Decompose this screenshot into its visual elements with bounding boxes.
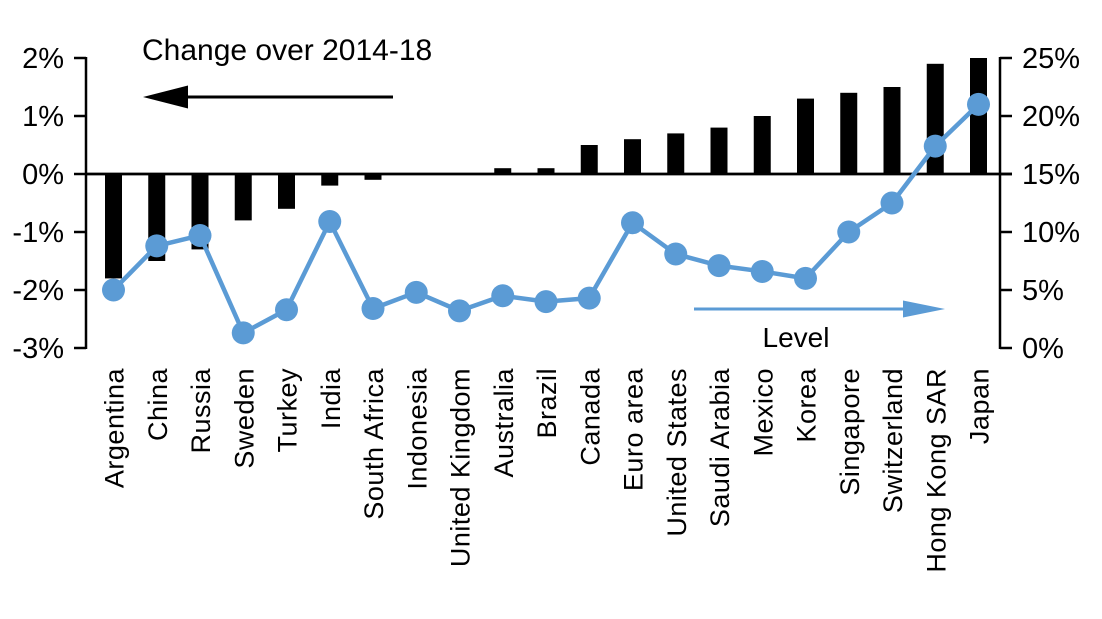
category-label-canada: Canada (575, 368, 605, 466)
dot-switzerland (880, 191, 904, 215)
level-arrow-head (903, 300, 945, 318)
category-label-brazil: Brazil (532, 368, 562, 439)
category-label-australia: Australia (489, 368, 519, 478)
bar-turkey (278, 174, 295, 209)
bar-brazil (537, 168, 555, 174)
right-axis-label-15: 15% (1022, 159, 1080, 191)
dot-south-africa (361, 297, 385, 321)
category-label-japan: Japan (965, 368, 995, 444)
dot-korea (794, 266, 817, 290)
right-axis-label-20: 20% (1022, 101, 1080, 133)
dot-china (145, 234, 169, 258)
category-label-indonesia: Indonesia (402, 368, 432, 490)
dot-mexico (750, 259, 774, 283)
category-label-mexico: Mexico (748, 368, 778, 457)
dot-canada (577, 286, 601, 310)
dot-saudi-arabia (707, 254, 731, 278)
dot-russia (188, 223, 212, 247)
right-axis-label-10: 10% (1022, 217, 1080, 249)
bar-singapore (840, 92, 858, 174)
bar-canada (580, 145, 598, 174)
category-label-russia: Russia (186, 368, 216, 454)
bar-switzerland (883, 87, 901, 174)
category-label-china: China (143, 368, 173, 442)
category-label-argentina: Argentina (100, 368, 130, 489)
dot-argentina (102, 278, 125, 302)
category-label-south-africa: South Africa (359, 368, 389, 520)
bar-euro-area (624, 139, 641, 174)
left-axis-label-2: -2% (12, 275, 64, 307)
category-label-united-kingdom: United Kingdom (446, 368, 476, 567)
dot-australia (491, 284, 515, 308)
category-label-saudi-arabia: Saudi Arabia (705, 368, 735, 528)
category-label-korea: Korea (792, 368, 822, 443)
right-axis-label-0: 0% (1022, 333, 1064, 365)
left-axis-label-1: -1% (12, 217, 64, 249)
category-label-switzerland: Switzerland (878, 368, 908, 513)
bar-south-africa (364, 174, 382, 180)
right-axis-label-25: 25% (1022, 43, 1080, 75)
category-label-euro-area: Euro area (619, 368, 649, 492)
category-label-india: India (316, 368, 346, 430)
dot-euro-area (621, 211, 644, 235)
bar-united-states (667, 133, 685, 174)
dot-united-kingdom (448, 299, 471, 323)
bar-japan (970, 58, 987, 174)
category-label-united-states: United States (662, 368, 692, 537)
category-label-singapore: Singapore (835, 368, 865, 496)
bar-mexico (753, 116, 771, 174)
dot-turkey (275, 298, 298, 322)
right-axis-label-5: 5% (1022, 275, 1064, 307)
bar-korea (797, 98, 814, 174)
dot-sweden (231, 321, 255, 345)
dot-india (318, 210, 342, 234)
dot-singapore (837, 220, 861, 244)
bar-argentina (105, 174, 122, 279)
dot-hong-kong-sar (923, 134, 947, 158)
category-label-sweden: Sweden (229, 368, 259, 469)
bar-india (321, 174, 339, 186)
dot-indonesia (404, 280, 428, 304)
left-axis-label-1: 1% (22, 101, 64, 133)
dot-japan (967, 92, 990, 116)
left-axis-label-0: 0% (22, 159, 64, 191)
bar-saudi-arabia (710, 127, 728, 174)
dot-brazil (534, 290, 558, 314)
chart-title: Change over 2014-18 (142, 34, 433, 67)
category-label-turkey: Turkey (273, 368, 303, 453)
bar-sweden (234, 174, 252, 221)
left-axis-label-2: 2% (22, 43, 64, 75)
change-arrow-head (143, 85, 188, 109)
dot-united-states (664, 242, 688, 266)
bar-australia (494, 168, 512, 174)
category-label-hong-kong-sar: Hong Kong SAR (921, 368, 951, 573)
left-axis-label-3: -3% (12, 333, 64, 365)
level-label: Level (762, 322, 830, 353)
